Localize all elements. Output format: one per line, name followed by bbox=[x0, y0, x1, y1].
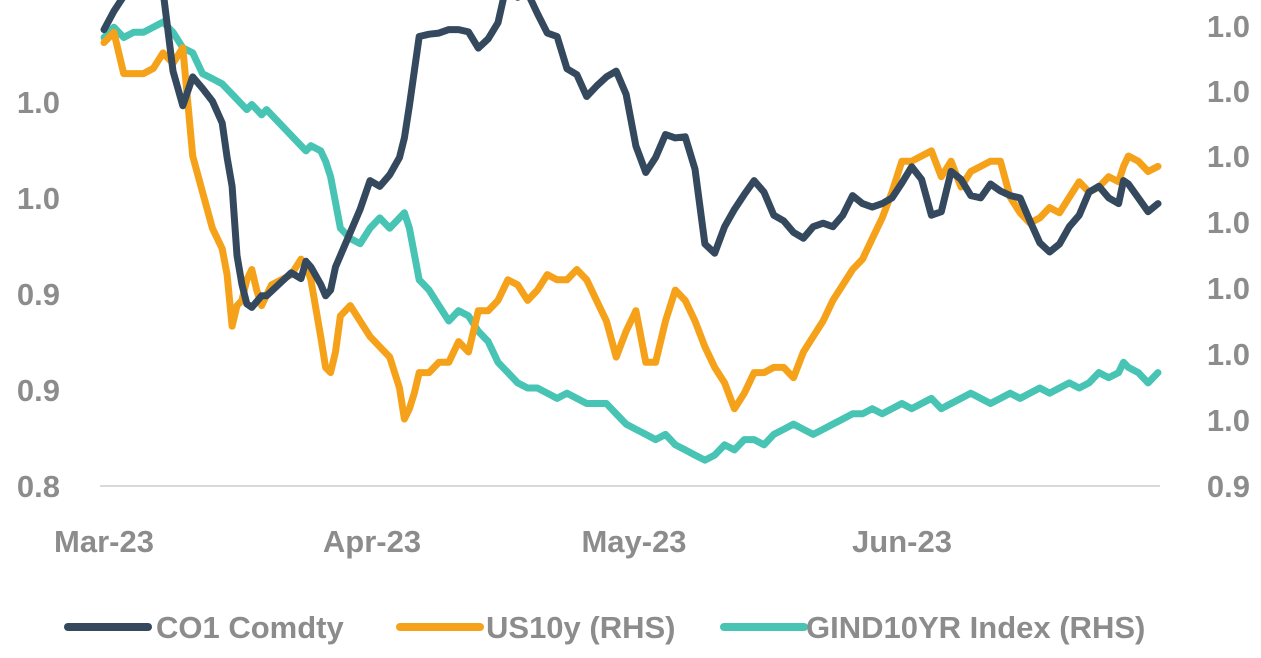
left-axis-ticks: 0.8 0.9 0.9 1.0 1.0 bbox=[17, 85, 60, 504]
legend-label-1: US10y (RHS) bbox=[486, 610, 676, 645]
series-line-1 bbox=[100, 28, 1162, 423]
left-axis-tick-label: 0.9 bbox=[17, 277, 60, 312]
series-line-2 bbox=[100, 18, 1162, 464]
right-axis-tick-label: 1.0 bbox=[1207, 271, 1250, 306]
left-axis-tick-label: 0.9 bbox=[17, 373, 60, 408]
legend-label-0: CO1 Comdty bbox=[156, 610, 345, 645]
right-axis-tick-label: 1.0 bbox=[1207, 9, 1250, 44]
right-axis-tick-label: 1.0 bbox=[1207, 403, 1250, 438]
x-axis-tick-label: Jun-23 bbox=[852, 524, 952, 559]
right-axis-tick-label: 1.0 bbox=[1207, 337, 1250, 372]
x-axis-tick-label: Apr-23 bbox=[323, 524, 421, 559]
x-axis-tick-label: Mar-23 bbox=[54, 524, 154, 559]
right-axis-tick-label: 0.9 bbox=[1207, 469, 1250, 504]
legend-label-2: GIND10YR Index (RHS) bbox=[806, 610, 1145, 645]
x-axis-ticks: Mar-23 Apr-23 May-23 Jun-23 bbox=[54, 524, 952, 559]
left-axis-tick-label: 0.8 bbox=[17, 469, 60, 504]
series-lines bbox=[100, 0, 1162, 464]
right-axis-tick-label: 1.0 bbox=[1207, 139, 1250, 174]
left-axis-tick-label: 1.0 bbox=[17, 181, 60, 216]
left-axis-tick-label: 1.0 bbox=[17, 85, 60, 120]
x-axis-tick-label: May-23 bbox=[581, 524, 686, 559]
right-axis-ticks: 0.9 1.0 1.0 1.0 1.0 1.0 1.0 1.0 bbox=[1207, 9, 1250, 504]
right-axis-tick-label: 1.0 bbox=[1207, 74, 1250, 109]
legend: CO1 Comdty US10y (RHS) GIND10YR Index (RHS… bbox=[64, 610, 1145, 645]
series-line-0 bbox=[100, 0, 1162, 311]
right-axis-tick-label: 1.0 bbox=[1207, 205, 1250, 240]
